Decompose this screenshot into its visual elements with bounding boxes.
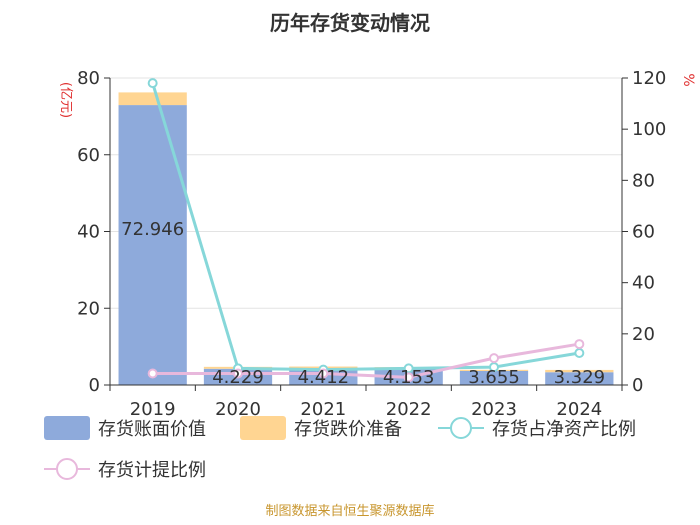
legend-label: 存货占净资产比例	[492, 419, 636, 440]
legend-swatch-box	[44, 416, 90, 440]
y-right-tick-label: 40	[632, 273, 655, 294]
series-lines	[147, 78, 585, 383]
y-left-tick-label: 60	[77, 145, 100, 166]
bar-存货跌价准备-2024	[545, 369, 614, 373]
chart-title: 历年存货变动情况	[270, 11, 430, 35]
bars	[118, 92, 614, 385]
legend-swatch-marker	[450, 417, 472, 439]
legend-swatch-box	[240, 416, 286, 440]
y-left-tick-label: 80	[77, 68, 100, 89]
legend-item-存货账面价值: 存货账面价值	[44, 416, 206, 440]
y-left-unit-label: (亿元)	[58, 82, 73, 118]
y-right-tick-label: 100	[632, 119, 666, 140]
data-source-footer: 制图数据来自恒生聚源数据库	[265, 503, 434, 519]
point-存货计提比例-2022	[403, 372, 414, 383]
legend-label: 存货账面价值	[98, 419, 206, 440]
bar-value-label: 4.412	[298, 367, 350, 388]
point-存货计提比例-2023	[489, 353, 499, 364]
axes: 0 20 40 60 80 0 20 40 60 80 100 120 2019 2020 2021 2022…	[58, 68, 696, 420]
point-存货占净资产比例-2024	[574, 348, 585, 359]
legend-item-存货计提比例: 存货计提比例	[44, 458, 206, 481]
data-labels: 72.946 4.229 4.412 4.153 3.655 3.329	[121, 219, 605, 388]
legend-item-存货跌价准备: 存货跌价准备	[240, 416, 402, 440]
y-right-tick-label: 120	[632, 68, 666, 89]
point-存货计提比例-2021	[318, 368, 329, 379]
bar-value-label: 3.655	[468, 367, 520, 388]
bar-存货账面价值-2019	[118, 105, 187, 385]
point-存货占净资产比例-2019	[147, 78, 158, 89]
line-存货计提比例	[152, 342, 580, 379]
x-tick-label: 2022	[386, 399, 432, 420]
y-left-tick-label: 20	[77, 298, 100, 319]
legend-swatch-marker	[56, 458, 78, 480]
bar-value-label: 4.229	[212, 367, 264, 388]
grid-lines	[110, 77, 622, 309]
legend-item-存货占净资产比例: 存货占净资产比例	[438, 417, 636, 440]
legend-label: 存货跌价准备	[294, 419, 402, 440]
x-tick-label: 2021	[300, 399, 346, 420]
x-tick-label: 2020	[215, 399, 261, 420]
y-left-tick-label: 0	[89, 375, 100, 396]
y-right-tick-label: 60	[632, 222, 655, 243]
x-tick-label: 2019	[130, 399, 176, 420]
bar-value-label: 4.153	[383, 367, 435, 388]
bar-存货跌价准备-2019	[118, 92, 187, 106]
bar-value-label: 3.329	[554, 367, 606, 388]
y-left-tick-label: 40	[77, 222, 100, 243]
x-tick-label: 2024	[556, 399, 602, 420]
y-right-unit-label: %	[680, 73, 696, 86]
x-tick-label: 2023	[471, 399, 517, 420]
y-right-tick-label: 80	[632, 170, 655, 191]
y-right-tick-label: 0	[632, 375, 643, 396]
bar-value-label: 72.946	[121, 219, 184, 240]
point-存货计提比例-2020	[233, 368, 243, 379]
point-存货计提比例-2024	[574, 339, 585, 350]
y-right-tick-label: 20	[632, 324, 655, 345]
bar-存货账面价值-2024	[545, 372, 614, 385]
line-存货占净资产比例	[151, 82, 580, 372]
bar-存货账面价值-2023	[459, 370, 529, 385]
legend-label: 存货计提比例	[98, 460, 206, 481]
point-存货计提比例-2019	[147, 368, 158, 379]
